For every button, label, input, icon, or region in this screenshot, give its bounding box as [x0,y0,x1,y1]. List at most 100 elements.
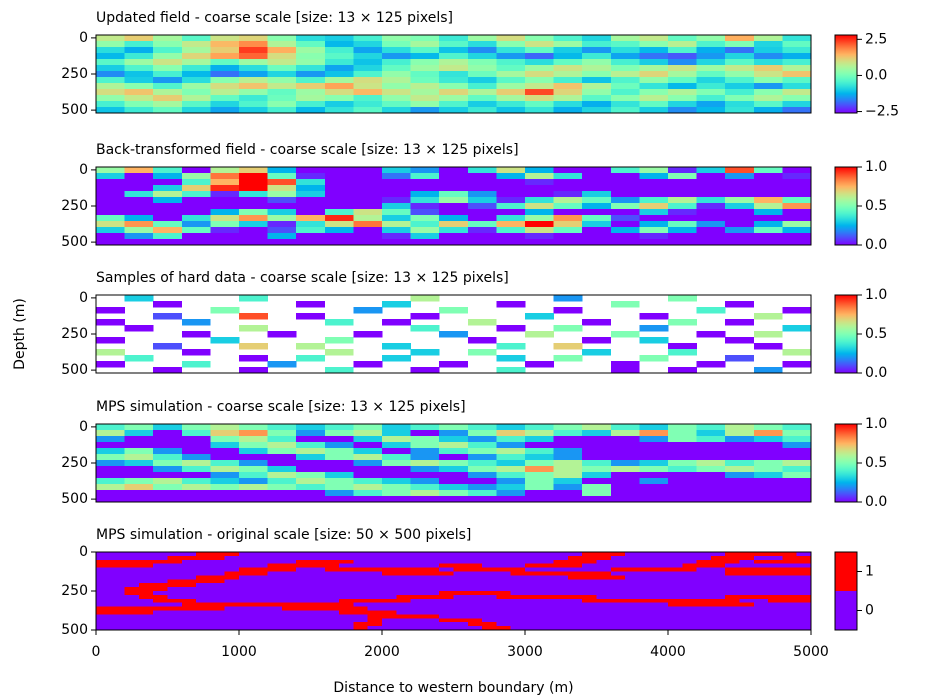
cell [725,65,755,72]
cell [382,95,411,102]
cell [582,618,597,623]
cell [382,591,397,596]
cell [353,606,368,611]
cell [582,478,612,485]
cell [467,191,497,198]
cell [296,448,326,455]
cell [653,618,669,623]
cell [138,598,154,603]
cell [739,555,755,561]
cell [668,35,697,42]
cell [210,191,240,198]
cell [510,626,526,631]
cell [296,626,311,631]
cell [239,594,254,600]
cell [239,579,254,584]
cell [181,361,211,368]
cell [296,490,326,497]
cell [525,203,554,210]
cell [196,575,211,580]
cell [567,552,583,557]
cell [239,466,268,473]
cell [96,47,125,54]
cell [382,35,411,42]
cell [467,559,483,564]
cell [153,59,183,66]
cell [181,602,197,607]
y-tick-label: 0 [79,30,88,46]
cell [525,614,540,619]
cell [210,47,240,54]
cell [482,606,497,611]
cell [696,173,726,180]
cell [410,606,426,611]
cell [510,587,526,592]
cell [153,179,183,186]
cell [753,598,769,603]
colorbar-block [835,552,857,591]
cell [753,343,783,350]
cell [153,567,168,572]
cell [410,436,440,443]
cell [596,602,612,607]
cell [596,571,612,576]
cell [267,215,297,222]
cell [639,614,654,619]
cell [382,65,411,72]
cell [482,622,497,627]
y-tick-label: 0 [79,290,88,306]
colorbar [835,424,857,502]
cell [668,221,697,228]
cell [696,221,726,228]
cell [310,587,326,592]
cell [153,65,183,72]
cell [138,594,154,600]
cell [610,173,640,180]
cell [382,602,397,607]
cell [110,571,125,576]
cell [710,587,726,592]
cell [410,89,440,96]
cell [296,65,326,72]
cell [96,436,125,443]
cell [553,35,583,42]
cell [167,555,183,561]
cell [467,591,483,596]
cell [682,626,697,631]
cell [467,173,497,180]
cell [353,65,383,72]
cell [138,587,154,592]
cell [267,424,297,431]
cell [582,567,597,572]
cell [181,239,211,246]
cell [96,59,125,66]
cell [224,587,240,592]
cell [396,610,411,615]
cell [796,579,812,584]
cell [668,77,697,84]
cell [310,610,326,615]
cell [410,203,440,210]
cell [610,555,626,561]
cell [753,95,783,102]
cell [439,209,469,216]
cell [682,606,697,611]
cell [439,606,454,611]
cell [267,71,297,78]
cell [324,610,340,615]
cell [267,436,297,443]
cell [625,552,640,557]
cell [96,583,111,588]
cell [439,89,469,96]
cell [224,618,240,623]
cell [410,563,426,568]
cell [153,448,183,455]
cell [610,606,626,611]
cell [153,77,183,84]
cell [239,35,268,42]
cell [639,355,669,362]
cell [124,173,154,180]
cell [782,83,812,90]
cell [639,71,669,78]
y-tick-label: 500 [61,622,88,638]
